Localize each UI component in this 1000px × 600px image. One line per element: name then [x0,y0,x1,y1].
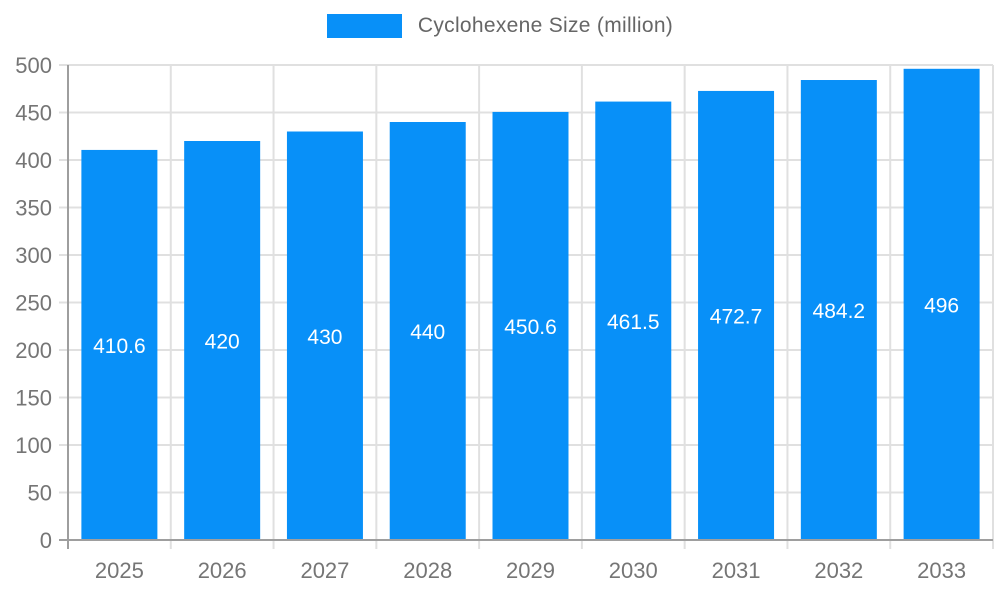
bar-value-label: 461.5 [607,311,660,334]
bar[interactable] [800,80,877,539]
bar[interactable] [81,149,158,539]
y-tick-label: 100 [15,433,52,458]
bar[interactable] [903,68,980,540]
bar-value-label: 496 [924,294,959,317]
y-tick-label: 450 [15,101,52,126]
x-tick-label: 2033 [917,558,966,583]
y-tick-label: 50 [28,481,52,506]
bar[interactable] [389,122,466,539]
y-tick-label: 250 [15,291,52,316]
bar[interactable] [595,101,672,539]
y-tick-label: 150 [15,386,52,411]
bar-value-label: 484.2 [813,300,866,323]
legend-swatch-icon [326,14,402,38]
bar-value-label: 430 [307,326,342,349]
chart-legend: Cyclohexene Size (million) [0,14,1000,38]
y-tick-label: 200 [15,338,52,363]
bar-value-label: 472.7 [710,305,763,328]
x-tick-label: 2029 [506,558,555,583]
bar-value-label: 440 [410,321,445,344]
y-tick-label: 300 [15,243,52,268]
x-tick-label: 2026 [198,558,247,583]
bar[interactable] [492,111,569,540]
x-tick-label: 2027 [300,558,349,583]
x-tick-label: 2028 [403,558,452,583]
legend-label: Cyclohexene Size (million) [417,14,674,37]
x-tick-label: 2030 [609,558,658,583]
x-tick-label: 2032 [814,558,863,583]
bar[interactable] [698,90,775,539]
y-tick-label: 400 [15,148,52,173]
bar[interactable] [286,131,363,540]
y-tick-label: 350 [15,196,52,221]
y-tick-label: 0 [40,528,52,553]
bar-value-label: 450.6 [504,316,557,339]
x-tick-label: 2025 [95,558,144,583]
bar-value-label: 410.6 [93,335,146,358]
bar[interactable] [184,141,261,539]
bar-value-label: 420 [205,331,240,354]
y-tick-label: 500 [15,53,52,78]
x-tick-label: 2031 [712,558,761,583]
